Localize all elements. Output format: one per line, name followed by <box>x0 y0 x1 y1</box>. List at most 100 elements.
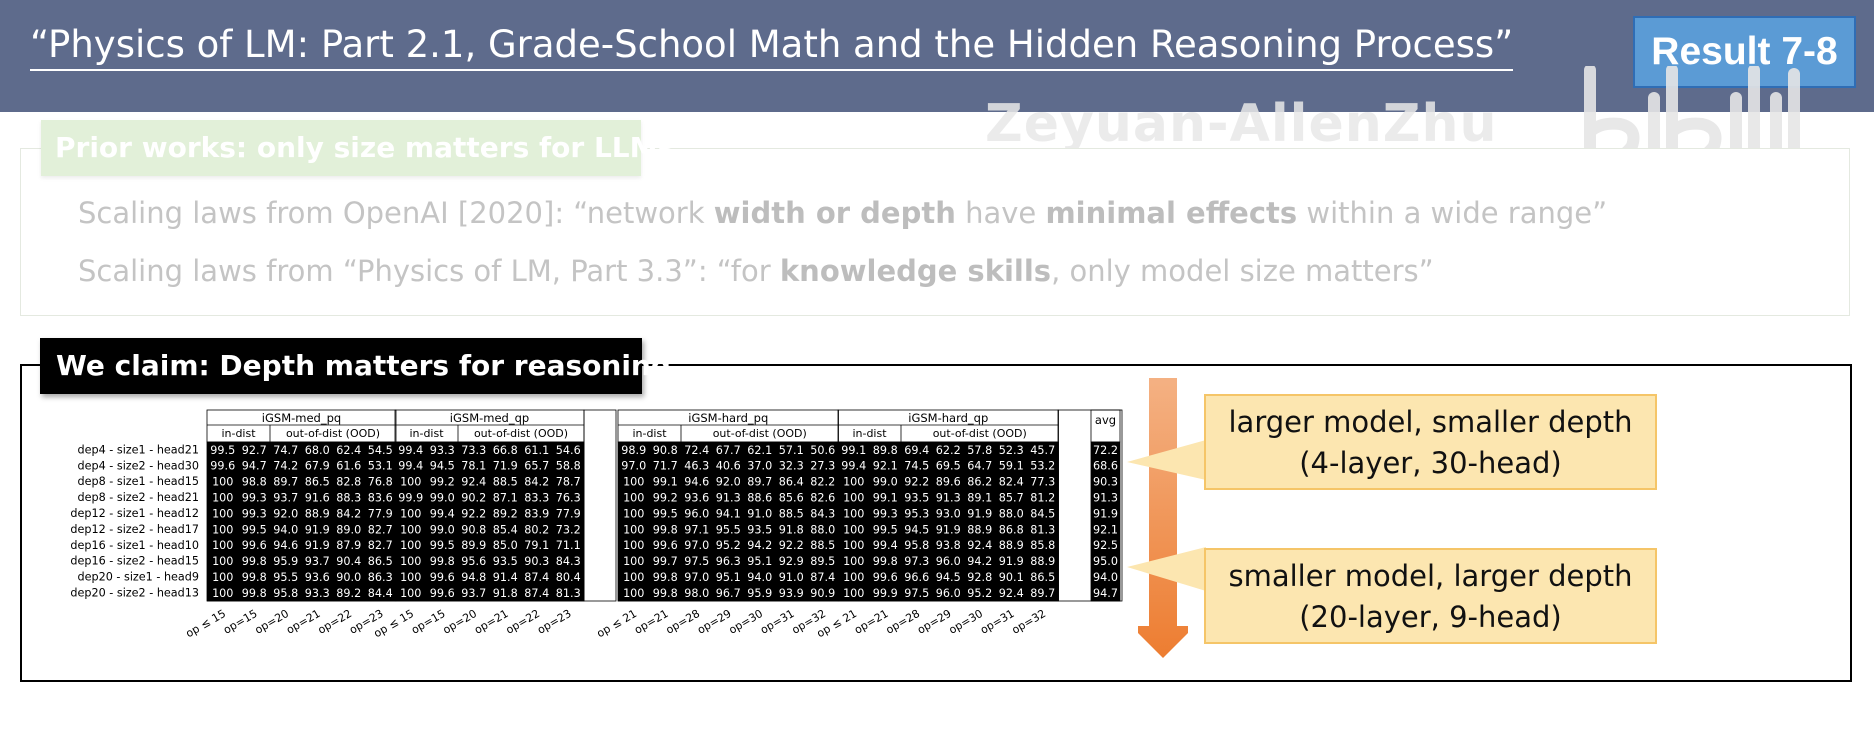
heatmap-cell <box>649 553 682 570</box>
cell-value: 100 <box>400 507 421 520</box>
callout-larger-model: larger model, smaller depth (4-layer, 30… <box>1204 394 1657 490</box>
cell-value: 89.7 <box>273 476 298 489</box>
avg-cell <box>1091 537 1120 554</box>
cell-value: 71.1 <box>556 539 581 552</box>
heatmap-cell <box>995 473 1028 491</box>
heatmap-cell <box>458 473 490 491</box>
cell-value: 91.9 <box>967 507 992 520</box>
heatmap-cell <box>618 473 650 491</box>
heatmap-cell <box>869 489 902 506</box>
heatmap-cell <box>901 442 933 459</box>
cell-value: 94.5 <box>904 523 929 536</box>
callout-pointer-top <box>1127 440 1206 480</box>
heatmap-cell <box>932 585 965 602</box>
heatmap-cell <box>333 553 365 570</box>
heatmap-cell <box>458 569 490 586</box>
cell-value: 99.4 <box>398 444 423 457</box>
cell-value: 94.7 <box>242 460 267 473</box>
cell-value: 86.5 <box>1030 571 1055 584</box>
heatmap-cell <box>807 505 839 522</box>
heatmap-cell <box>712 505 745 522</box>
cell-value: 95.5 <box>716 523 741 536</box>
heatmap-cell <box>712 457 745 475</box>
heatmap-cell <box>301 473 334 491</box>
cell-value: 81.3 <box>556 587 581 600</box>
heatmap-cell <box>458 521 490 538</box>
row-label: dep20 - size2 - head13 <box>70 587 199 600</box>
heatmap-cell <box>333 473 365 491</box>
heatmap-cell <box>521 489 553 506</box>
heatmap-cell <box>552 537 585 554</box>
cell-value: 57.1 <box>779 444 804 457</box>
avg-value: 92.1 <box>1093 523 1118 536</box>
avg-value: 91.3 <box>1093 491 1118 504</box>
heatmap-cell <box>552 569 585 586</box>
header-bar <box>0 0 1874 112</box>
cell-value: 83.6 <box>368 491 393 504</box>
cell-value: 93.5 <box>493 555 518 568</box>
heatmap-cell <box>301 457 334 475</box>
cell-value: 100 <box>843 523 864 536</box>
heatmap-cell <box>964 473 996 491</box>
heatmap-cell <box>301 553 334 570</box>
cell-value: 45.7 <box>1030 444 1055 457</box>
group-title: iGSM-hard_qp <box>908 411 988 425</box>
cell-value: 76.8 <box>368 476 393 489</box>
heatmap-cell <box>270 505 302 522</box>
heatmap-cell <box>618 585 650 602</box>
cell-value: 91.3 <box>716 491 741 504</box>
heatmap-cell <box>426 553 459 570</box>
heatmap-cell <box>932 521 965 538</box>
cell-value: 62.1 <box>747 444 772 457</box>
heatmap-cell <box>838 585 870 602</box>
cell-value: 85.4 <box>493 523 518 536</box>
cell-value: 99.4 <box>430 507 455 520</box>
cell-value: 94.6 <box>684 476 709 489</box>
cell-value: 57.8 <box>967 444 992 457</box>
cell-value: 66.8 <box>493 444 518 457</box>
cell-value: 90.9 <box>810 587 835 600</box>
cell-value: 95.2 <box>716 539 741 552</box>
cell-value: 89.5 <box>810 555 835 568</box>
heatmap-cell <box>426 521 459 538</box>
cell-value: 99.6 <box>210 460 235 473</box>
cell-value: 73.3 <box>461 444 486 457</box>
cell-value: 93.7 <box>273 491 298 504</box>
heatmap-cell <box>932 505 965 522</box>
cell-value: 92.2 <box>904 476 929 489</box>
heatmap-cell <box>552 585 585 602</box>
cell-value: 87.4 <box>810 571 835 584</box>
cell-value: 99.5 <box>430 539 455 552</box>
cell-value: 99.5 <box>873 523 898 536</box>
cell-value: 100 <box>623 476 644 489</box>
heatmap-cell <box>964 553 996 570</box>
cell-value: 76.3 <box>556 491 581 504</box>
heatmap-cell <box>744 505 776 522</box>
heatmap-cell <box>395 569 427 586</box>
cell-value: 100 <box>400 523 421 536</box>
cell-value: 100 <box>212 555 233 568</box>
heatmap-cell <box>426 505 459 522</box>
heatmap-cell <box>649 457 682 475</box>
heatmap-cell <box>649 473 682 491</box>
cell-value: 99.6 <box>430 571 455 584</box>
heatmap-cell <box>207 457 239 475</box>
heatmap-cell <box>1027 442 1059 459</box>
cell-value: 89.8 <box>873 444 898 457</box>
heatmap-cell <box>426 569 459 586</box>
cell-value: 99.1 <box>841 444 866 457</box>
heatmap-cell <box>395 553 427 570</box>
cell-value: 97.0 <box>621 460 646 473</box>
row-label: dep12 - size2 - head17 <box>70 523 199 536</box>
row-label: dep8 - size2 - head21 <box>78 491 199 504</box>
cell-value: 93.7 <box>305 555 330 568</box>
cell-value: 99.6 <box>653 539 678 552</box>
column-tick-label: op ≤ 21 <box>595 607 640 640</box>
cell-value: 99.8 <box>653 571 678 584</box>
heatmap-cell <box>458 537 490 554</box>
cell-value: 97.5 <box>904 587 929 600</box>
heatmap-cell <box>1027 505 1059 522</box>
heatmap-cell <box>964 442 996 459</box>
heatmap-cell <box>270 473 302 491</box>
cell-value: 77.9 <box>556 507 581 520</box>
